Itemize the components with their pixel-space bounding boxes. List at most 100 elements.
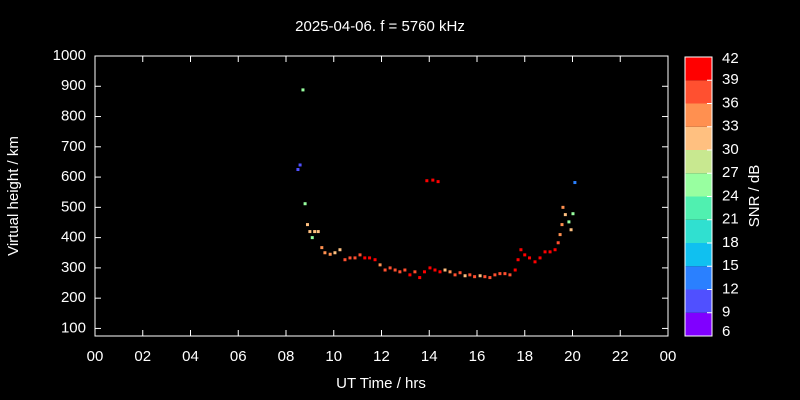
colorbar-band <box>685 289 712 313</box>
point <box>431 178 435 182</box>
point <box>353 256 357 260</box>
point <box>543 250 547 254</box>
colorbar-band <box>685 173 712 197</box>
point <box>393 268 397 272</box>
y-tick-label: 800 <box>61 108 86 125</box>
point <box>301 88 305 92</box>
x-tick-label: 00 <box>660 348 677 365</box>
point <box>569 228 573 232</box>
point <box>413 270 417 274</box>
colorbar-band <box>685 219 712 243</box>
point <box>305 223 309 227</box>
point <box>523 253 527 257</box>
point <box>453 273 457 277</box>
colorbar-tick-label: 27 <box>722 164 739 181</box>
colorbar-tick-label: 12 <box>722 280 739 297</box>
point <box>558 233 562 237</box>
point <box>383 268 387 272</box>
y-tick-label: 400 <box>61 229 86 246</box>
point <box>436 180 440 184</box>
point <box>478 274 482 278</box>
colorbar-band <box>685 266 712 290</box>
point <box>563 213 567 217</box>
point <box>493 273 497 277</box>
point <box>463 274 467 278</box>
point <box>508 273 512 277</box>
colorbar-band <box>685 243 712 267</box>
point <box>373 258 377 262</box>
y-tick-label: 900 <box>61 77 86 94</box>
point <box>433 268 437 272</box>
point <box>338 248 342 252</box>
point <box>498 272 502 276</box>
colorbar-tick-label: 42 <box>722 50 739 67</box>
colorbar-tick-label: 18 <box>722 234 739 251</box>
point <box>448 270 452 274</box>
colorbar-band <box>685 312 712 336</box>
point <box>553 248 557 252</box>
point <box>516 258 520 262</box>
colorbar-tick-label: 39 <box>722 71 739 88</box>
x-tick-label: 18 <box>516 348 533 365</box>
y-tick-label: 500 <box>61 198 86 215</box>
colorbar-tick-label: 21 <box>722 211 739 228</box>
point <box>503 272 507 276</box>
y-tick-label: 1000 <box>53 47 86 64</box>
point <box>358 253 362 257</box>
point <box>519 248 523 252</box>
point <box>343 258 347 262</box>
point <box>403 268 407 272</box>
x-tick-label: 12 <box>373 348 390 365</box>
colorbar-band <box>685 57 712 81</box>
point <box>398 270 402 274</box>
point <box>328 252 332 256</box>
colorbar-tick-label: 33 <box>722 118 739 135</box>
colorbar-tick-label: 9 <box>722 304 730 321</box>
point <box>443 268 447 272</box>
point <box>388 266 392 270</box>
point <box>513 268 517 272</box>
point <box>425 179 429 183</box>
point <box>363 256 367 260</box>
colorbar-band <box>685 80 712 104</box>
point <box>296 168 300 172</box>
colorbar-tick-label: 15 <box>722 257 739 274</box>
x-tick-label: 20 <box>564 348 581 365</box>
chart-title: 2025-04-06. f = 5760 kHz <box>295 18 465 35</box>
point <box>320 246 324 250</box>
colorbar-tick-label: 24 <box>722 187 739 204</box>
point <box>488 276 492 280</box>
colorbar-band <box>685 150 712 174</box>
point <box>378 263 382 267</box>
point <box>560 223 564 227</box>
x-tick-label: 10 <box>325 348 342 365</box>
colorbar-band <box>685 196 712 220</box>
point <box>438 270 442 274</box>
y-tick-label: 300 <box>61 259 86 276</box>
colorbar-band <box>685 126 712 150</box>
x-tick-label: 08 <box>278 348 295 365</box>
y-tick-label: 700 <box>61 138 86 155</box>
x-tick-label: 04 <box>182 348 199 365</box>
x-tick-label: 22 <box>612 348 629 365</box>
point <box>298 163 302 167</box>
x-axis-label: UT Time / hrs <box>336 375 426 392</box>
point <box>368 256 372 260</box>
point <box>333 251 337 255</box>
point <box>567 220 571 224</box>
x-tick-label: 06 <box>230 348 247 365</box>
point <box>548 250 552 254</box>
point <box>556 241 560 245</box>
point <box>468 273 472 277</box>
point <box>313 230 317 234</box>
colorbar-tick-label: 6 <box>722 323 730 340</box>
point <box>422 270 426 274</box>
y-tick-label: 200 <box>61 289 86 306</box>
x-tick-label: 00 <box>87 348 104 365</box>
colorbar-tick-label: 36 <box>722 94 739 111</box>
point <box>483 275 487 279</box>
y-tick-label: 100 <box>61 319 86 336</box>
